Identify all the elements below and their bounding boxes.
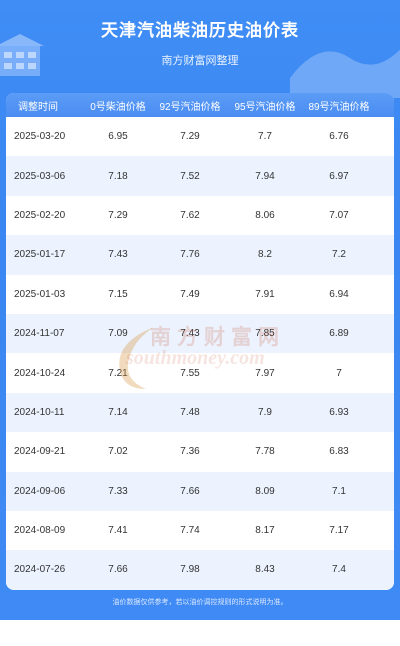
cell-diesel-0: 7.02 xyxy=(108,446,128,458)
column-header-diesel-0: 0号柴油价格 xyxy=(90,101,146,113)
cell-gasoline-95: 7.78 xyxy=(255,446,275,458)
cell-date: 2025-01-03 xyxy=(14,288,66,300)
cell-gasoline-92: 7.49 xyxy=(180,288,200,300)
cell-gasoline-95: 8.09 xyxy=(255,485,275,497)
cell-gasoline-89: 7.07 xyxy=(329,209,349,221)
cell-date: 2024-09-06 xyxy=(14,485,66,497)
footer-note: 油价数据仅供参考，若以油价调控规则的形式说明为准。 xyxy=(112,599,288,606)
cell-diesel-0: 7.43 xyxy=(108,249,128,261)
cell-date: 2024-07-26 xyxy=(14,564,66,576)
cell-diesel-0: 7.15 xyxy=(108,288,128,300)
cell-date: 2025-02-20 xyxy=(14,209,66,221)
cell-gasoline-92: 7.76 xyxy=(180,249,200,261)
cell-gasoline-95: 7.7 xyxy=(258,131,272,143)
poster-background: 天津汽油柴油历史油价表 南方财富网整理 调整时间 0号柴油价格 92号汽油价格 … xyxy=(0,0,400,620)
cell-gasoline-95: 7.85 xyxy=(255,328,275,340)
cell-gasoline-89: 6.76 xyxy=(329,131,349,143)
cell-gasoline-92: 7.52 xyxy=(180,170,200,182)
cell-gasoline-89: 7.2 xyxy=(332,249,346,261)
page-subtitle: 南方财富网整理 xyxy=(161,55,239,67)
table-row: 2025-03-20 6.95 7.29 7.7 6.76 xyxy=(6,117,394,156)
column-header-gasoline-95: 95号汽油价格 xyxy=(234,101,296,113)
cell-gasoline-92: 7.55 xyxy=(180,367,200,379)
cell-gasoline-92: 7.98 xyxy=(180,564,200,576)
cell-gasoline-95: 8.06 xyxy=(255,209,275,221)
table-row: 2024-08-09 7.41 7.74 8.17 7.17 xyxy=(6,511,394,550)
cell-gasoline-89: 7.1 xyxy=(332,485,346,497)
cell-gasoline-92: 7.43 xyxy=(180,328,200,340)
cell-gasoline-95: 7.94 xyxy=(255,170,275,182)
cell-gasoline-95: 7.91 xyxy=(255,288,275,300)
cell-gasoline-89: 7.17 xyxy=(329,525,349,537)
cell-gasoline-89: 7.4 xyxy=(332,564,346,576)
cell-gasoline-89: 6.94 xyxy=(329,288,349,300)
table-row: 2024-09-21 7.02 7.36 7.78 6.83 xyxy=(6,432,394,471)
table-row: 2024-10-11 7.14 7.48 7.9 6.93 xyxy=(6,392,394,433)
cell-date: 2024-11-07 xyxy=(14,328,65,340)
cell-gasoline-89: 6.93 xyxy=(329,406,349,418)
cell-gasoline-95: 7.97 xyxy=(255,367,275,379)
cell-diesel-0: 7.33 xyxy=(108,485,128,497)
table-row: 2025-01-17 7.43 7.76 8.2 7.2 xyxy=(6,235,394,275)
cell-gasoline-92: 7.66 xyxy=(180,485,200,497)
cell-gasoline-95: 8.43 xyxy=(255,564,275,576)
cell-gasoline-92: 7.29 xyxy=(180,131,200,143)
cell-date: 2024-08-09 xyxy=(14,525,66,537)
cell-gasoline-89: 6.97 xyxy=(329,170,349,182)
page-title: 天津汽油柴油历史油价表 xyxy=(101,21,299,40)
cell-date: 2025-01-17 xyxy=(14,249,66,261)
table-row: 2024-10-24 7.21 7.55 7.97 7 xyxy=(6,353,394,392)
table-row: 2024-11-07 7.09 7.43 7.85 6.89 xyxy=(6,313,394,354)
table-row: 2024-07-26 7.66 7.98 8.43 7.4 xyxy=(6,550,394,590)
table-row: 2024-09-06 7.33 7.66 8.09 7.1 xyxy=(6,471,394,511)
decorative-wave-icon xyxy=(290,49,400,98)
cell-date: 2024-10-11 xyxy=(14,406,65,418)
cell-gasoline-95: 8.2 xyxy=(258,249,272,261)
table-row: 2025-02-20 7.29 7.62 8.06 7.07 xyxy=(6,196,394,235)
cell-diesel-0: 7.29 xyxy=(108,209,128,221)
cell-gasoline-92: 7.62 xyxy=(180,209,200,221)
price-table: 调整时间 0号柴油价格 92号汽油价格 95号汽油价格 89号汽油价格 2025… xyxy=(6,93,394,590)
cell-date: 2024-10-24 xyxy=(14,367,66,379)
table-row: 2025-01-03 7.15 7.49 7.91 6.94 xyxy=(6,275,394,314)
column-header-date: 调整时间 xyxy=(18,101,58,113)
cell-diesel-0: 7.14 xyxy=(108,406,128,418)
cell-diesel-0: 6.95 xyxy=(108,131,128,143)
cell-date: 2025-03-06 xyxy=(14,170,66,182)
building-icon xyxy=(0,34,44,76)
cell-date: 2024-09-21 xyxy=(14,446,66,458)
cell-diesel-0: 7.41 xyxy=(108,525,128,537)
cell-gasoline-89: 6.83 xyxy=(329,446,349,458)
cell-diesel-0: 7.18 xyxy=(108,170,128,182)
column-header-gasoline-92: 92号汽油价格 xyxy=(159,101,221,113)
cell-diesel-0: 7.09 xyxy=(108,328,128,340)
cell-gasoline-89: 7 xyxy=(336,367,342,379)
cell-diesel-0: 7.21 xyxy=(108,367,128,379)
table-row: 2025-03-06 7.18 7.52 7.94 6.97 xyxy=(6,156,394,196)
cell-gasoline-95: 8.17 xyxy=(255,525,275,537)
cell-gasoline-92: 7.36 xyxy=(180,446,200,458)
cell-diesel-0: 7.66 xyxy=(108,564,128,576)
table-header-row: 调整时间 0号柴油价格 92号汽油价格 95号汽油价格 89号汽油价格 xyxy=(6,93,394,117)
cell-gasoline-95: 7.9 xyxy=(258,406,272,418)
cell-gasoline-92: 7.74 xyxy=(180,525,200,537)
column-header-gasoline-89: 89号汽油价格 xyxy=(308,101,370,113)
cell-gasoline-92: 7.48 xyxy=(180,406,200,418)
cell-gasoline-89: 6.89 xyxy=(329,328,349,340)
cell-date: 2025-03-20 xyxy=(14,131,66,143)
